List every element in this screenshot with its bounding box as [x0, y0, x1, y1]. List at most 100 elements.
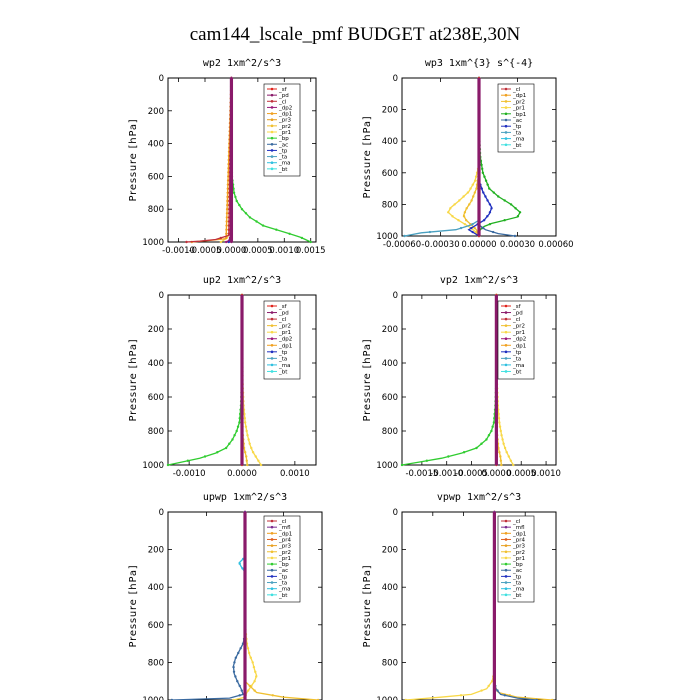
series-marker — [490, 680, 494, 683]
series-marker — [497, 195, 500, 198]
y-tick-label: 0 — [393, 291, 398, 301]
series-marker — [488, 222, 492, 226]
legend-label: _dp1 — [512, 531, 526, 537]
legend-label: _bt — [512, 593, 522, 599]
series-marker — [245, 455, 248, 458]
y-tick-label: 1000 — [142, 238, 164, 248]
series-marker — [514, 207, 517, 210]
y-tick-label: 400 — [382, 137, 398, 147]
series-marker — [253, 680, 256, 683]
series-markers — [170, 510, 247, 700]
series-marker — [507, 455, 511, 458]
legend-marker — [270, 350, 274, 354]
legend-marker — [270, 330, 274, 334]
legend-label: _pr2 — [512, 550, 525, 556]
legend-marker — [504, 562, 508, 566]
legend: _sf_pd_cl_pr2_pr1_dp2_dp1_tp_ta_ma_bt — [497, 300, 535, 380]
series-marker — [457, 219, 460, 222]
panel-5: upwp 1xm^2/s^302004006008001000-0.00020-… — [128, 492, 323, 700]
series-marker — [254, 670, 257, 673]
plot-frame — [401, 294, 557, 466]
y-tick-label: 0 — [159, 74, 164, 84]
series-marker — [425, 459, 429, 462]
panel-2: wp3 1xm^{3} s^{-4}02004006008001000-0.00… — [362, 58, 574, 250]
series-marker — [468, 203, 471, 206]
series-marker — [491, 230, 495, 234]
series-marker — [486, 199, 489, 202]
series-marker — [219, 236, 223, 240]
series-marker — [502, 442, 505, 445]
series-marker — [459, 694, 463, 697]
series-marker — [473, 191, 477, 194]
x-tick-label: 0.0010 — [280, 469, 310, 479]
legend-label: _tp — [278, 574, 288, 580]
legend-label: _pr4 — [512, 537, 526, 543]
series-line — [447, 78, 480, 237]
y-tick-label: 400 — [148, 359, 164, 369]
series-marker — [238, 421, 241, 424]
legend-marker — [270, 357, 274, 360]
legend-label: _ta — [512, 581, 521, 587]
panel-title: wp3 1xm^{3} s^{-4} — [425, 58, 533, 69]
series-marker — [499, 459, 503, 462]
series-marker — [240, 689, 243, 692]
series-marker — [482, 219, 486, 222]
series-marker — [488, 187, 491, 190]
series-marker — [288, 232, 291, 235]
series-marker — [225, 220, 228, 223]
legend-label: _bt — [278, 593, 288, 599]
series-marker — [458, 199, 461, 202]
series-marker — [484, 179, 488, 182]
series-marker — [244, 212, 248, 215]
legend-marker — [270, 593, 274, 597]
legend-marker — [504, 350, 508, 354]
x-tick-label: 0.0010 — [531, 469, 561, 479]
legend-marker — [504, 337, 508, 341]
legend-label: _ac — [512, 118, 522, 124]
series-marker — [496, 689, 499, 692]
series-marker — [466, 191, 470, 194]
legend-marker — [270, 575, 274, 578]
series-marker — [248, 684, 252, 688]
legend-marker — [504, 93, 508, 97]
series-marker — [498, 451, 501, 454]
legend-marker — [270, 556, 274, 560]
legend-label: _ma — [512, 363, 524, 369]
legend-marker — [270, 99, 274, 103]
x-tick-label: 0.0000 — [482, 469, 512, 479]
series-marker — [498, 425, 502, 428]
legend-label: _bt — [512, 143, 522, 149]
series-marker — [261, 224, 265, 227]
legend-label: _tp — [278, 350, 288, 356]
series-marker — [462, 215, 466, 218]
series-markers — [404, 510, 496, 700]
legend-label: _tp — [512, 124, 522, 130]
legend-label: _ta — [278, 356, 287, 362]
series-marker — [226, 195, 229, 199]
y-tick-label: 1000 — [376, 461, 398, 471]
legend-marker — [270, 130, 274, 134]
x-tick-label: 0.00030 — [500, 240, 535, 250]
series-line — [191, 77, 233, 243]
legend-marker — [504, 343, 508, 347]
series-marker — [518, 211, 522, 214]
legend-marker — [270, 112, 274, 115]
legend-box — [497, 515, 535, 603]
series-marker — [234, 195, 237, 199]
x-tick-label: 0.0005 — [506, 469, 536, 479]
legend-label: _ma — [278, 161, 290, 167]
legend-label: _pr2 — [278, 124, 291, 130]
legend-marker — [504, 575, 508, 578]
series-marker — [238, 417, 241, 420]
legend-label: _ta — [512, 356, 521, 362]
series-markers — [400, 293, 498, 467]
legend-label: _pr3 — [278, 544, 292, 550]
series-marker — [300, 236, 304, 240]
legend: _sf_pd_cl_pr2_pr1_dp2_dp1_tp_ta_ma_bt — [263, 300, 301, 380]
y-tick-label: 400 — [382, 583, 398, 593]
legend-marker — [504, 317, 508, 321]
legend-label: _bp — [278, 562, 289, 568]
y-tick-label: 200 — [148, 546, 164, 556]
legend-label: _mfl — [512, 525, 525, 531]
legend-label: _sf — [278, 87, 288, 93]
